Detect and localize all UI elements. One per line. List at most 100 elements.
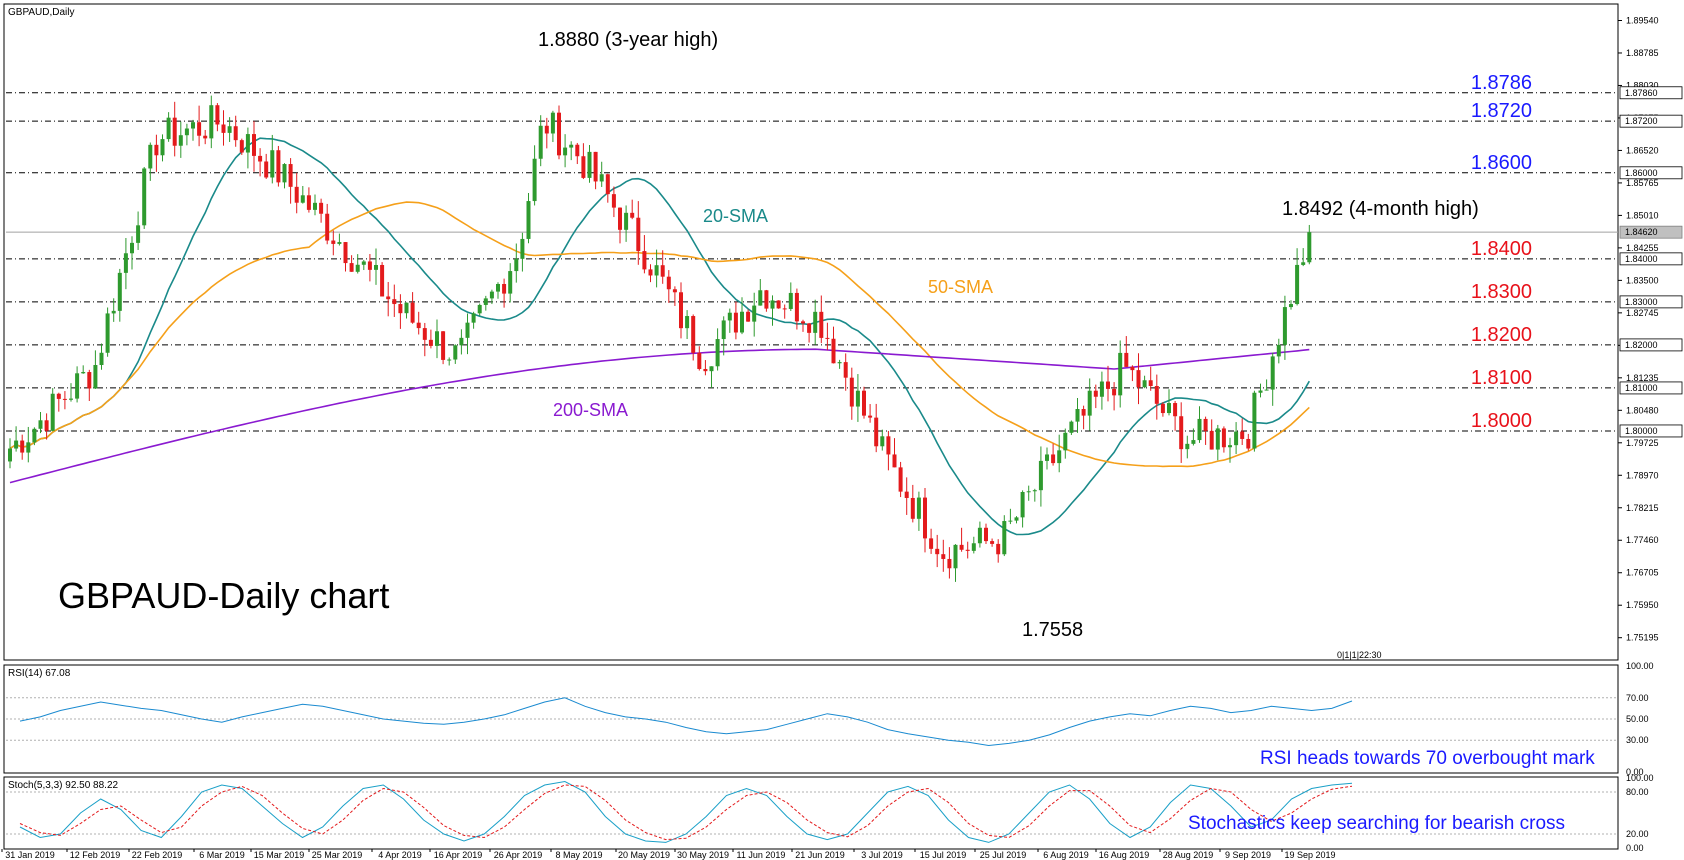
candle-body [929,538,934,549]
candle-body [136,225,141,243]
date-tick-label: 6 Mar 2019 [199,850,245,860]
candle-body [898,467,903,492]
candle-body [752,305,757,322]
candle-body [483,298,488,305]
candle-body [642,251,647,270]
candle-body [197,122,202,136]
candle-body [1106,381,1110,389]
chart-title: GBPAUD-Daily chart [58,575,389,616]
candle-body [1075,409,1080,422]
stoch-note: Stochastics keep searching for bearish c… [1188,813,1565,834]
candle-body [1130,366,1135,371]
candle-body [282,164,287,183]
candle-body [410,302,415,323]
stoch-tick-label: 100.00 [1626,773,1654,783]
rsi-tick-label: 100.00 [1626,661,1654,671]
candle-body [758,290,763,306]
candle-body [209,105,214,139]
candle-body [819,311,824,338]
stoch-tick-label: 80.00 [1626,787,1649,797]
date-tick-label: 30 May 2019 [677,850,729,860]
level-tag: 1.87860 [1625,88,1658,98]
candle-body [87,372,92,389]
annotation-3-year-high: 1.8880 (3-year high) [538,29,718,51]
candle-body [984,527,988,542]
candle-body [441,331,446,360]
candle-body [569,144,574,148]
candle-body [264,161,269,178]
candle-body [276,150,281,183]
candle-body [727,312,732,321]
candle-body [1063,432,1068,451]
price-tick-label: 1.82745 [1626,308,1659,318]
candle-body [1148,380,1153,386]
candle-body [1173,403,1178,417]
candle-body [398,304,403,314]
candle-body [880,436,885,447]
candle-body [666,276,671,290]
candle-body [184,128,189,136]
rsi-header: RSI(14) 67.08 [8,668,71,679]
level-label: 1.8200 [1471,324,1532,346]
candle-body [1234,431,1239,446]
candle-body [996,543,1001,555]
rsi-tick-label: 0.00 [1626,767,1644,777]
candle-body [935,548,940,555]
candle-body [764,290,769,309]
candle-body [172,117,177,146]
candle-body [1026,491,1031,493]
sma50-label: 50-SMA [928,277,993,297]
price-tick-label: 1.85765 [1626,178,1659,188]
candles [8,95,1312,582]
price-tick-label: 1.89540 [1626,15,1659,25]
date-tick-label: 11 Jun 2019 [737,850,786,860]
candle-body [1154,385,1159,404]
candle-body [1228,445,1232,448]
candle-body [1069,421,1074,433]
candle-body [1002,521,1007,555]
date-tick-label: 26 Apr 2019 [494,850,543,860]
stoch-header: Stoch(5,3,3) 92.50 88.22 [8,780,119,791]
candle-body [44,420,49,431]
level-tag-box [1619,424,1683,438]
candle-body [361,261,366,265]
candle-body [1295,264,1300,305]
date-tick-label: 15 Mar 2019 [254,850,305,860]
sma20-label: 20-SMA [703,206,768,226]
date-tick-label: 4 Apr 2019 [378,850,422,860]
symbol-label: GBPAUD,Daily [8,7,75,18]
candle-body [453,345,458,360]
candle-body [8,448,12,462]
price-tick-label: 1.75195 [1626,633,1659,643]
price-tick-label: 1.81235 [1626,373,1659,383]
candle-body [953,544,958,569]
candle-body [1203,418,1208,431]
candle-body [959,544,964,550]
candle-body [550,112,555,134]
candle-body [355,264,360,272]
candle-body [1282,307,1287,345]
candle-body [916,497,921,519]
price-tick-label: 1.78215 [1626,503,1659,513]
candle-body [532,158,537,202]
candle-body [465,322,470,338]
level-tag: 1.82000 [1625,340,1658,350]
candle-body [1099,381,1104,397]
sma50-line [9,201,1310,468]
candle-body [380,264,385,297]
level-tag-box [1619,166,1683,180]
candle-body [203,135,208,139]
level-label: 1.8600 [1471,152,1532,174]
moving-averages [9,137,1310,536]
current-price-tag-box [1619,225,1683,239]
candle-body [947,558,952,569]
level-tag-box [1619,338,1683,352]
candle-body [1136,370,1141,388]
annotation-4-month-high: 1.8492 (4-month high) [1282,198,1479,220]
candle-body [178,135,183,146]
candle-body [1014,517,1019,521]
level-tag-box [1619,295,1683,309]
candle-body [422,328,427,340]
candle-body [325,213,330,241]
candle-body [563,147,568,156]
